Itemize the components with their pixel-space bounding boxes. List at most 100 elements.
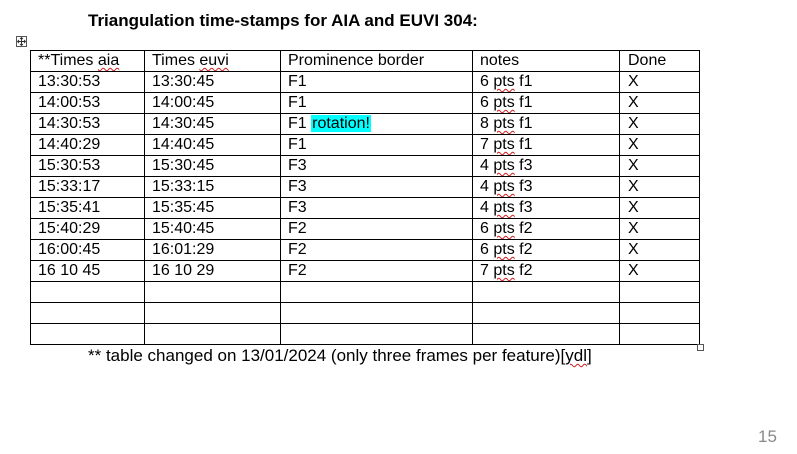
border-label: F3	[288, 157, 307, 174]
cell-done[interactable]: X	[619, 218, 700, 240]
cell-notes[interactable]	[472, 302, 620, 324]
cell-times-aia[interactable]	[30, 302, 145, 324]
cell-notes[interactable]: 6 pts f1	[472, 71, 620, 93]
header-done[interactable]: Done	[619, 50, 700, 72]
note-count: 6	[480, 73, 489, 90]
table-resize-handle-icon[interactable]	[697, 344, 704, 351]
border-label: F1	[288, 94, 307, 111]
cell-times-euvi[interactable]: 15:30:45	[144, 155, 281, 177]
cell-notes[interactable]: 8 pts f1	[472, 113, 620, 135]
cell-times-euvi[interactable]: 16:01:29	[144, 239, 281, 261]
cell-times-aia[interactable]: 14:30:53	[30, 113, 145, 135]
cell-done[interactable]: X	[619, 197, 700, 219]
cell-done[interactable]: X	[619, 155, 700, 177]
border-label: F1	[288, 136, 307, 153]
cell-notes[interactable]: 4 pts f3	[472, 197, 620, 219]
cell-times-euvi[interactable]	[144, 281, 281, 303]
header-times-euvi[interactable]: Times euvi	[144, 50, 281, 72]
cell-times-euvi[interactable]: 13:30:45	[144, 71, 281, 93]
cell-times-euvi[interactable]: 14:40:45	[144, 134, 281, 156]
cell-times-aia[interactable]: 15:33:17	[30, 176, 145, 198]
cell-notes[interactable]: 7 pts f2	[472, 260, 620, 282]
note-word: pts	[493, 178, 515, 195]
cell-prominence-border[interactable]: F1	[280, 71, 473, 93]
cell-times-aia[interactable]: 14:00:53	[30, 92, 145, 114]
note-feature: f3	[519, 178, 533, 195]
cell-times-euvi[interactable]: 15:40:45	[144, 218, 281, 240]
cell-prominence-border[interactable]: F2	[280, 260, 473, 282]
note-word: pts	[493, 262, 515, 279]
cell-done[interactable]: X	[619, 239, 700, 261]
cell-times-aia[interactable]: 15:30:53	[30, 155, 145, 177]
cell-prominence-border[interactable]: F1	[280, 92, 473, 114]
cell-times-euvi[interactable]: 14:30:45	[144, 113, 281, 135]
cell-times-euvi[interactable]: 14:00:45	[144, 92, 281, 114]
note-feature: f3	[519, 199, 533, 216]
header-prominence-border[interactable]: Prominence border	[280, 50, 473, 72]
cell-times-aia[interactable]	[30, 323, 145, 345]
cell-done[interactable]: X	[619, 113, 700, 135]
cell-prominence-border[interactable]: F3	[280, 155, 473, 177]
cell-prominence-border[interactable]: F2	[280, 218, 473, 240]
page-number: 15	[758, 427, 777, 446]
cell-done[interactable]: X	[619, 260, 700, 282]
cell-prominence-border[interactable]: F1	[280, 134, 473, 156]
cell-notes[interactable]	[472, 281, 620, 303]
cell-times-euvi[interactable]: 15:33:15	[144, 176, 281, 198]
table-row: 16:00:45 16:01:29 F2 6 pts f2 X	[30, 239, 700, 261]
cell-prominence-border[interactable]	[280, 302, 473, 324]
note-count: 7	[480, 136, 489, 153]
cell-times-euvi[interactable]	[144, 323, 281, 345]
cell-done[interactable]	[619, 323, 700, 345]
cell-done[interactable]	[619, 281, 700, 303]
cell-done[interactable]: X	[619, 134, 700, 156]
comment-marker[interactable]: ydl	[565, 346, 587, 365]
cell-notes[interactable]: 4 pts f3	[472, 155, 620, 177]
cell-notes[interactable]: 4 pts f3	[472, 176, 620, 198]
cell-done[interactable]: X	[619, 71, 700, 93]
table-row: 14:00:53 14:00:45 F1 6 pts f1 X	[30, 92, 700, 114]
header-times-aia[interactable]: **Times aia	[30, 50, 145, 72]
note-word: pts	[493, 73, 515, 90]
cell-notes[interactable]: 6 pts f2	[472, 218, 620, 240]
table-row: 15:30:53 15:30:45 F3 4 pts f3 X	[30, 155, 700, 177]
cell-prominence-border[interactable]: F3	[280, 197, 473, 219]
note-feature: f2	[519, 262, 533, 279]
cell-times-aia[interactable]: 15:40:29	[30, 218, 145, 240]
cell-notes[interactable]: 6 pts f2	[472, 239, 620, 261]
cell-prominence-border[interactable]	[280, 281, 473, 303]
cell-times-aia[interactable]: 16 10 45	[30, 260, 145, 282]
cell-notes[interactable]: 7 pts f1	[472, 134, 620, 156]
empty-table-row	[30, 281, 700, 303]
cell-times-aia[interactable]: 14:40:29	[30, 134, 145, 156]
table-row: 14:30:53 14:30:45 F1 rotation! 8 pts f1 X	[30, 113, 700, 135]
cell-times-euvi[interactable]	[144, 302, 281, 324]
header-notes[interactable]: notes	[472, 50, 620, 72]
cell-prominence-border[interactable]: F2	[280, 239, 473, 261]
cell-done[interactable]: X	[619, 92, 700, 114]
table-move-handle-icon[interactable]	[16, 36, 27, 47]
table-header-row: **Times aia Times euvi Prominence border…	[30, 50, 700, 72]
note-word: pts	[493, 115, 515, 132]
note-feature: f1	[519, 136, 533, 153]
cell-times-aia[interactable]: 13:30:53	[30, 71, 145, 93]
border-label: F2	[288, 220, 307, 237]
cell-times-euvi[interactable]: 15:35:45	[144, 197, 281, 219]
border-label: F1	[288, 73, 307, 90]
note-word: pts	[493, 136, 515, 153]
cell-prominence-border[interactable]	[280, 323, 473, 345]
note-count: 6	[480, 94, 489, 111]
cell-notes[interactable]	[472, 323, 620, 345]
cell-times-aia[interactable]: 15:35:41	[30, 197, 145, 219]
cell-done[interactable]: X	[619, 176, 700, 198]
cell-prominence-border[interactable]: F1 rotation!	[280, 113, 473, 135]
table-row: 15:35:41 15:35:45 F3 4 pts f3 X	[30, 197, 700, 219]
cell-prominence-border[interactable]: F3	[280, 176, 473, 198]
cell-done[interactable]	[619, 302, 700, 324]
note-feature: f2	[519, 241, 533, 258]
cell-times-aia[interactable]: 16:00:45	[30, 239, 145, 261]
cell-notes[interactable]: 6 pts f1	[472, 92, 620, 114]
cell-times-aia[interactable]	[30, 281, 145, 303]
cell-times-euvi[interactable]: 16 10 29	[144, 260, 281, 282]
document-title: Triangulation time-stamps for AIA and EU…	[88, 11, 478, 30]
